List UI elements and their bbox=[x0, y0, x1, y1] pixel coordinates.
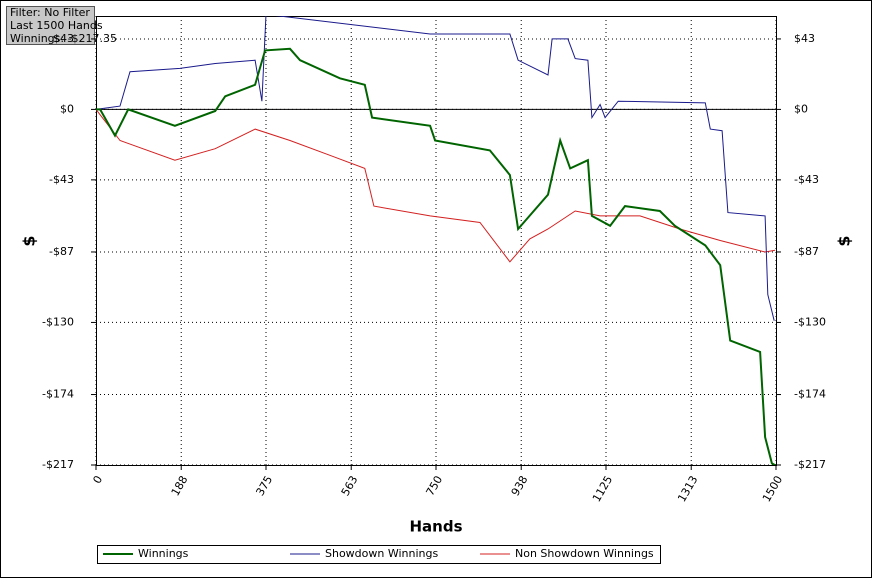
y-tick-label: -$174 bbox=[42, 388, 74, 401]
series-line bbox=[96, 47, 776, 465]
info-filter: Filter: No Filter bbox=[10, 6, 90, 19]
y2-tick-label: -$130 bbox=[794, 315, 826, 328]
y-tick-label: $43 bbox=[53, 32, 74, 45]
y2-tick-label: $43 bbox=[794, 32, 815, 45]
legend-label: Non Showdown Winnings bbox=[515, 547, 654, 560]
info-box: Filter: No Filter Last 1500 Hands Winnin… bbox=[6, 6, 117, 45]
y2-tick-label: -$87 bbox=[794, 245, 819, 258]
legend-label: Winnings bbox=[138, 547, 189, 560]
info-background bbox=[6, 6, 95, 45]
x-axis-label: Hands bbox=[409, 518, 462, 536]
info-winnings: Winnings: -$217.35 bbox=[10, 32, 117, 45]
info-hands: Last 1500 Hands bbox=[10, 19, 103, 32]
y-tick-label: -$87 bbox=[49, 245, 74, 258]
y2-tick-label: -$43 bbox=[794, 173, 819, 186]
y2-tick-label: $0 bbox=[794, 102, 808, 115]
y2-tick-label: -$174 bbox=[794, 388, 826, 401]
y-axis-label: $ bbox=[20, 235, 39, 246]
legend bbox=[97, 545, 661, 564]
series-line bbox=[96, 109, 776, 263]
y-tick-label: -$43 bbox=[49, 173, 74, 186]
y2-tick-label: -$217 bbox=[794, 458, 826, 471]
legend-label: Showdown Winnings bbox=[325, 547, 439, 560]
y-tick-label: -$130 bbox=[42, 315, 74, 328]
y-tick-label: -$217 bbox=[42, 458, 74, 471]
y2-axis-label: $ bbox=[835, 235, 854, 246]
series-line bbox=[96, 16, 775, 321]
y-tick-label: $0 bbox=[60, 102, 74, 115]
